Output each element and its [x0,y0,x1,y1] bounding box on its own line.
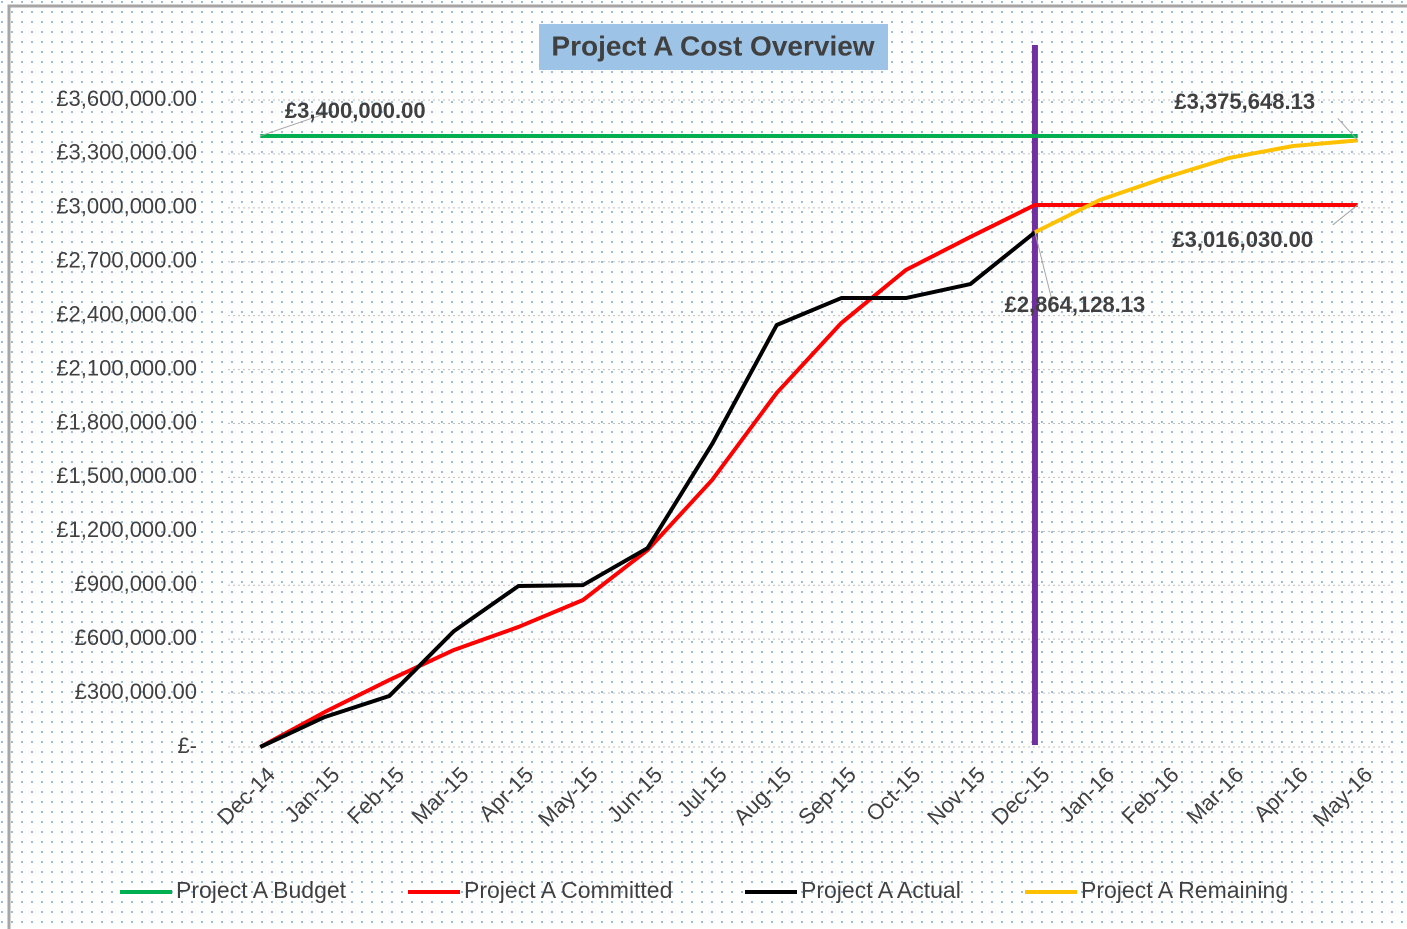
y-tick-label: £3,600,000.00 [56,86,197,111]
y-tick-label: £900,000.00 [75,571,197,596]
legend-label: Project A Actual [801,877,961,903]
y-tick-label: £300,000.00 [75,679,197,704]
chart-border [7,4,1407,929]
data-label: £3,375,648.13 [1174,89,1315,114]
title-box [539,24,888,70]
plot: £3,400,000.00 £3,016,030.00 £2,864,128.13 £… [259,45,1359,749]
series-line [1034,138,1358,235]
legend-label: Project A Budget [176,877,347,903]
y-tick-label: £3,300,000.00 [56,140,197,165]
leader-line [260,111,331,137]
legend-label: Project A Committed [464,877,672,903]
data-label: £3,400,000.00 [285,98,426,123]
y-tick-label: £- [177,733,197,758]
y-tick-label: £1,200,000.00 [56,517,197,542]
grid [228,99,1390,748]
series-line [259,202,1358,749]
y-tick-label: £3,000,000.00 [56,194,197,219]
y-tick-label: £1,500,000.00 [56,463,197,488]
chart-title: Project A Cost Overview [551,30,874,61]
y-tick-label: £600,000.00 [75,625,197,650]
data-label: £2,864,128.13 [1005,292,1146,317]
data-label: £3,016,030.00 [1172,227,1313,252]
leader-line [1034,232,1054,305]
leader-line [1337,117,1359,141]
y-tick-label: £2,400,000.00 [56,301,197,326]
series-line [259,230,1037,749]
leader-line [1332,204,1359,226]
legend-label: Project A Remaining [1081,877,1288,903]
y-tick-label: £2,700,000.00 [56,248,197,273]
y-tick-label: £1,800,000.00 [56,409,197,434]
y-tick-label: £2,100,000.00 [56,355,197,380]
